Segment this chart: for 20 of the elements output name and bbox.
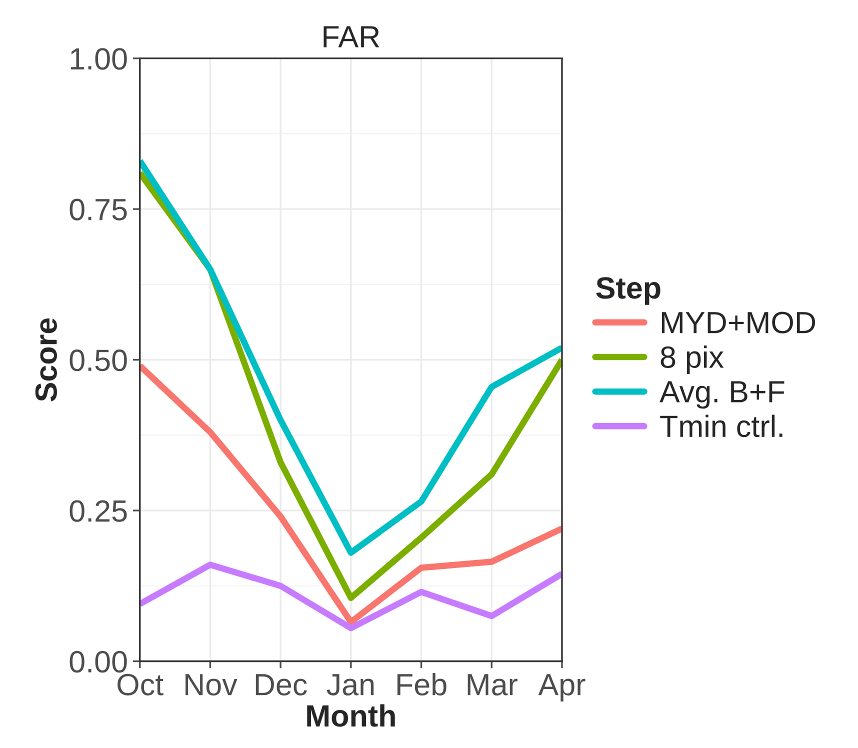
y-tick-label: 1.00 [70,48,127,70]
x-tick-label: Oct [118,674,164,696]
x-tick-label: Dec [256,674,307,696]
legend-label: 8 pix [660,346,724,374]
y-tick-label: 0.00 [70,650,127,673]
x-tick-label: Feb [397,673,446,696]
legend-label: Tmin ctrl. [660,414,782,438]
x-tick-label: Mar [468,674,518,696]
x-tick-label: Apr [538,674,586,702]
y-tick-label: 0.25 [70,500,127,522]
y-axis-title: Score [35,318,57,402]
x-tick-label: Nov [186,674,238,696]
legend-label: Avg. B+F [660,381,784,409]
x-tick-label: Jan [326,674,374,696]
y-tick-label: 0.50 [70,350,127,372]
x-axis-title: Month [307,704,395,727]
legend-label: MYD+MOD [662,312,816,334]
y-tick-label: 0.75 [70,198,127,220]
legend-title: Step [596,277,660,305]
chart-title: FAR [324,26,380,48]
